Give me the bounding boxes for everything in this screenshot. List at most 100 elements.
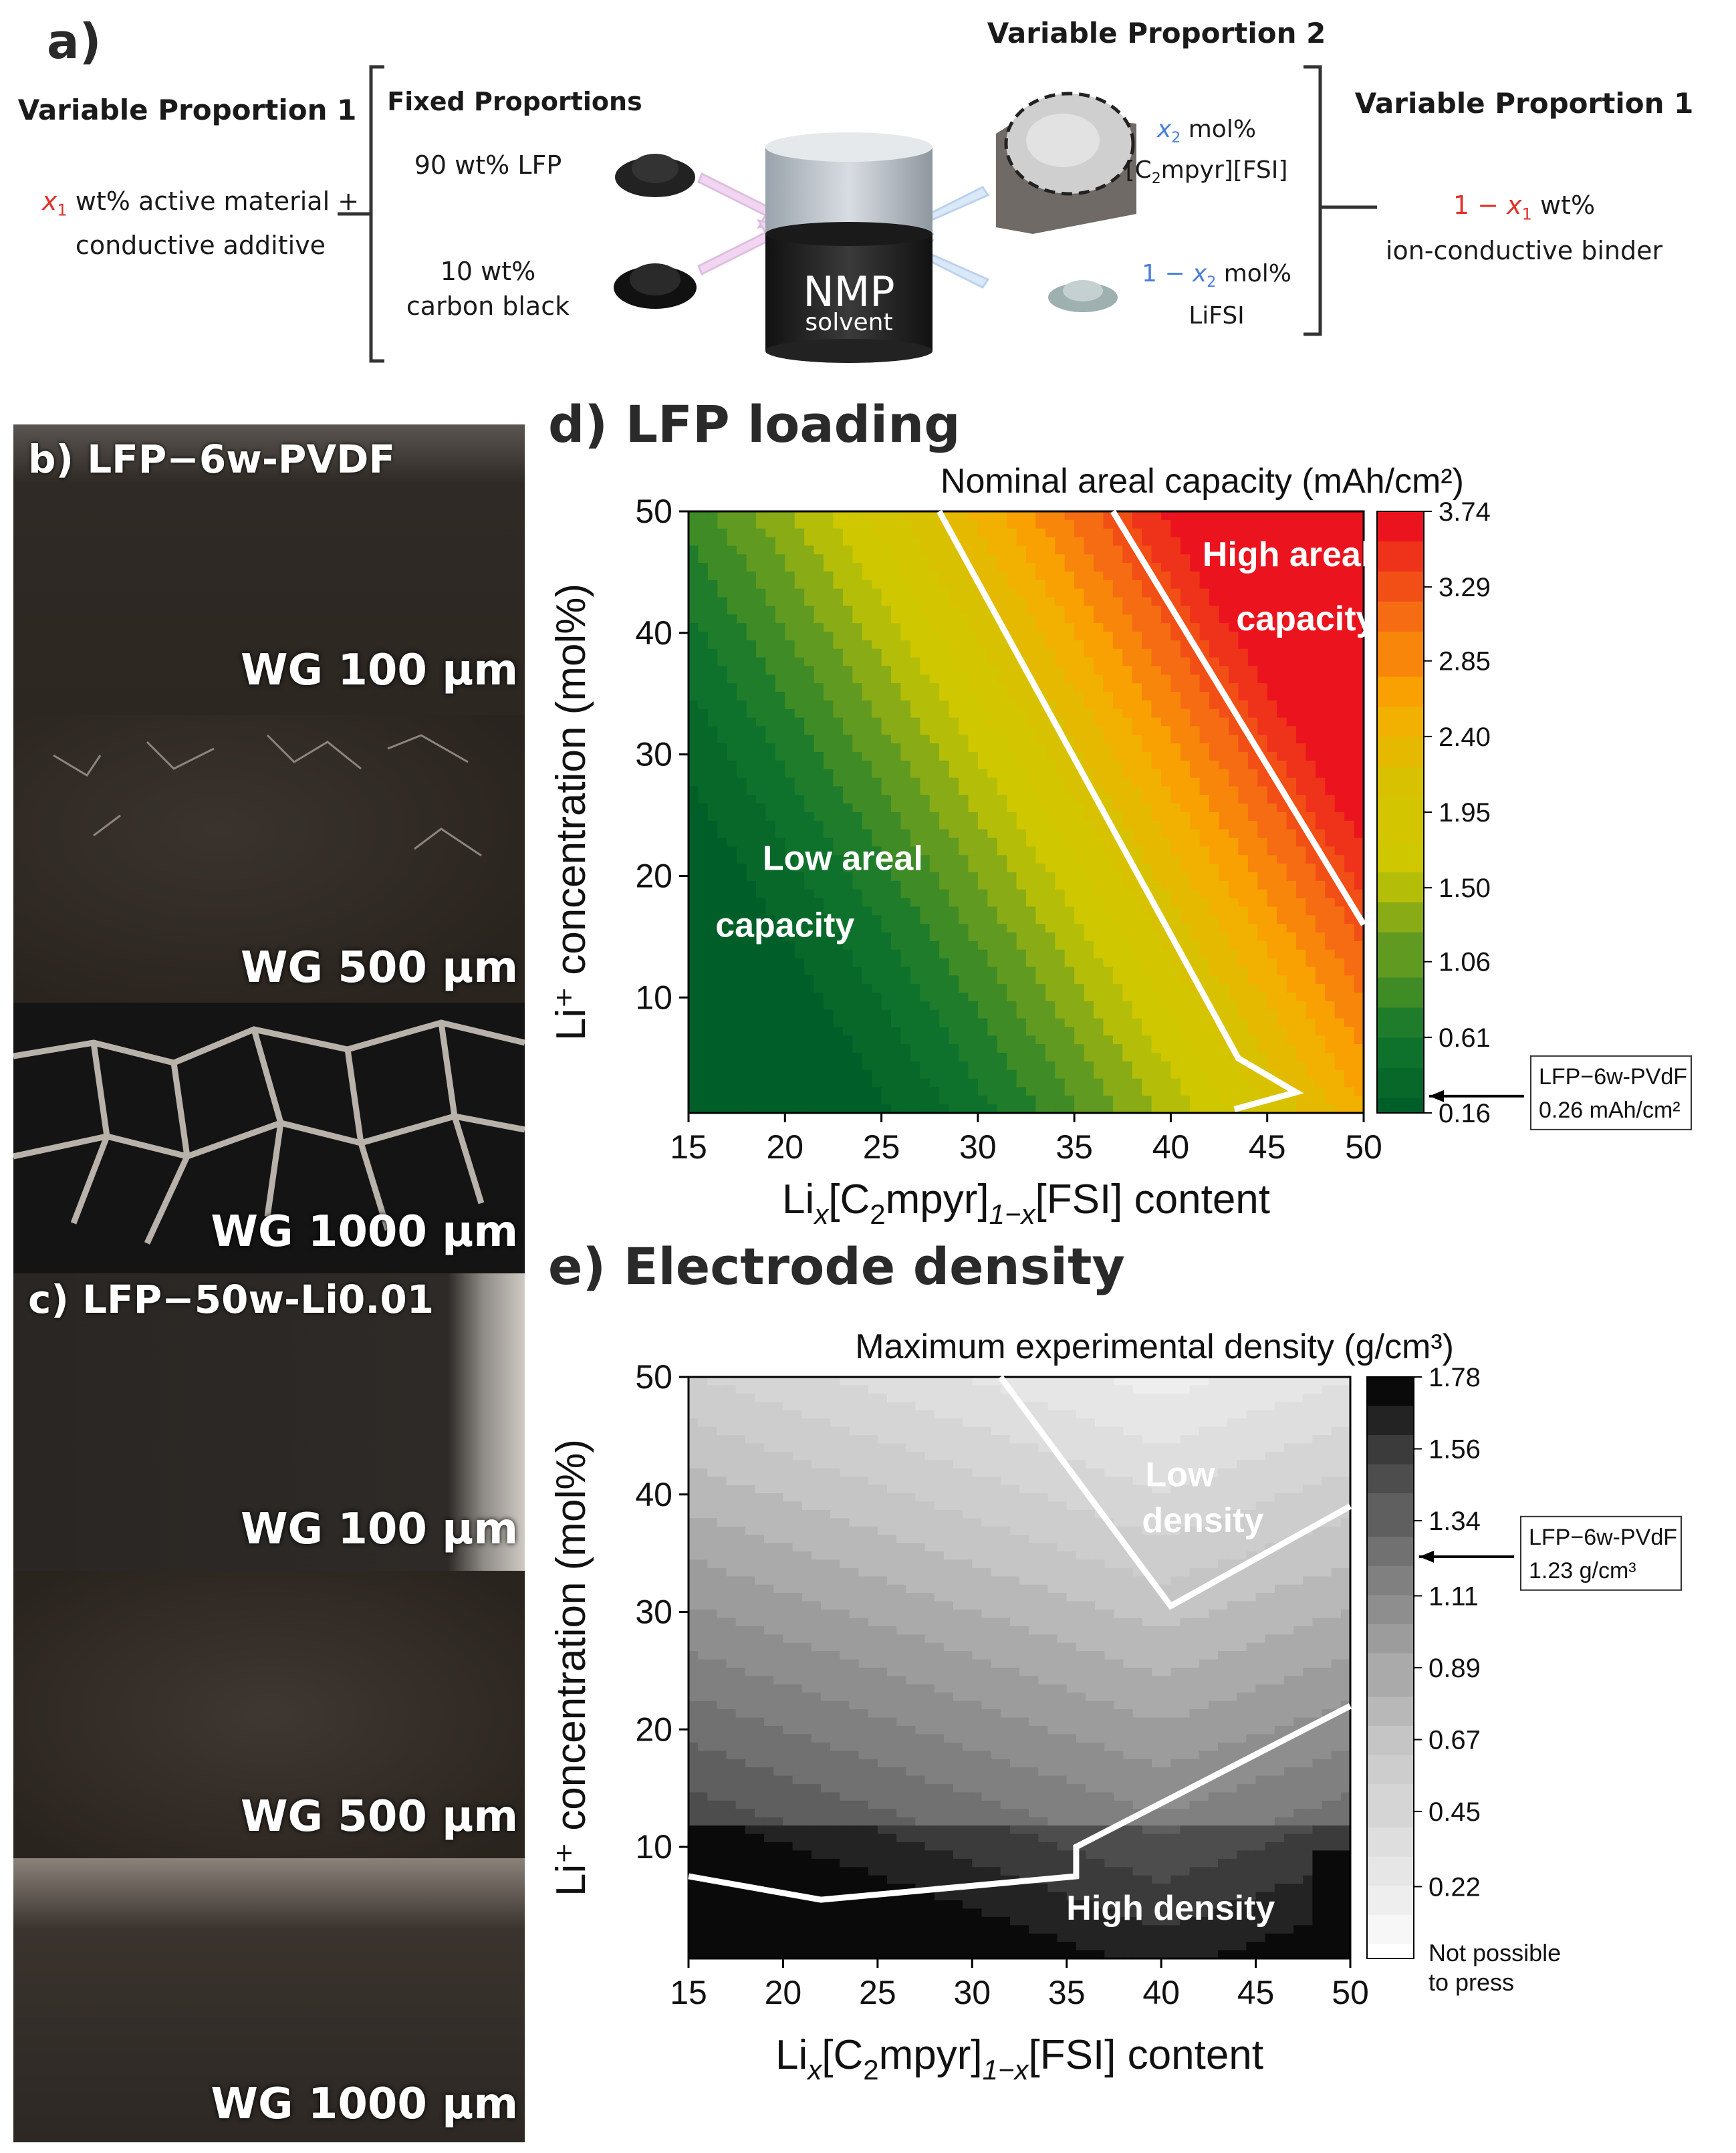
heatmap-cell [891, 674, 902, 684]
heatmap-cell [852, 1078, 863, 1088]
heatmap-cell [756, 606, 767, 616]
heatmap-cell [707, 889, 719, 899]
heatmap-cell [1306, 717, 1316, 727]
heatmap-cell [929, 993, 940, 1002]
heatmap-cell [824, 889, 834, 899]
heatmap-cell [1247, 700, 1259, 710]
heatmap-cell [1344, 1001, 1355, 1011]
heatmap-cell [1026, 820, 1037, 830]
heatmap-cell [1267, 975, 1277, 985]
heatmap-cell [833, 648, 844, 658]
heatmap-cell [977, 777, 989, 787]
heatmap-cell [872, 838, 882, 848]
heatmap-cell [1122, 1035, 1133, 1045]
heatmap-cell [1354, 846, 1364, 856]
heatmap-cell [1286, 838, 1297, 848]
heatmap-cell [1170, 554, 1181, 563]
heatmap-cell [785, 795, 795, 804]
heatmap-cell [1334, 537, 1345, 547]
heatmap-cell [1190, 614, 1201, 624]
heatmap-cell [1074, 588, 1085, 598]
variable-proportion-2-title: Variable Proportion 2 [987, 17, 1326, 49]
heatmap-cell [910, 984, 921, 993]
heatmap-cell [1007, 829, 1017, 839]
heatmap-cell [1074, 1053, 1085, 1062]
heatmap-cell [775, 528, 786, 538]
heatmap-cell [689, 700, 699, 710]
heatmap-cell [727, 614, 737, 624]
heatmap-cell [891, 743, 902, 753]
heatmap-cell [1199, 760, 1210, 770]
heatmap-cell [698, 1104, 709, 1114]
heatmap-cell [785, 683, 795, 692]
heatmap-cell [1180, 563, 1191, 572]
heatmap-cell [881, 846, 892, 856]
heatmap-cell [756, 666, 767, 676]
heatmap-cell [939, 700, 950, 710]
heatmap-cell [910, 717, 921, 727]
heatmap-cell [804, 572, 815, 581]
heatmap-cell [1112, 709, 1124, 719]
heatmap-cell [900, 949, 911, 959]
heatmap-cell [1277, 717, 1287, 727]
heatmap-cell [1103, 1087, 1114, 1097]
heatmap-cell [1344, 735, 1355, 744]
heatmap-cell [959, 657, 969, 667]
heatmap-cell [852, 563, 863, 572]
heatmap-cell [881, 545, 892, 555]
heatmap-cell [1007, 906, 1017, 916]
heatmap-cell [910, 674, 921, 684]
heatmap-cell [862, 958, 872, 968]
heatmap-cell [727, 795, 737, 804]
heatmap-cell [1035, 640, 1046, 650]
heatmap-cell [746, 1001, 757, 1011]
heatmap-cell [1094, 1069, 1104, 1080]
heatmap-cell [891, 786, 902, 796]
heatmap-cell [1112, 623, 1124, 632]
heatmap-cell [852, 820, 863, 830]
heatmap-cell [1344, 623, 1355, 632]
heatmap-cell [1219, 864, 1229, 873]
heatmap-cell [1132, 666, 1142, 676]
heatmap-cell [814, 674, 824, 684]
heatmap-cell [1190, 803, 1201, 813]
heatmap-cell [872, 993, 882, 1002]
heatmap-cell [824, 614, 834, 624]
heatmap-cell [785, 606, 795, 616]
heatmap-cell [1247, 1044, 1259, 1053]
photo-b-wg100: b) LFP−6w-PVDF WG 100 μm [13, 424, 525, 715]
heatmap-cell [804, 1053, 815, 1062]
heatmap-cell [1286, 1069, 1297, 1080]
heatmap-cell [1325, 838, 1336, 848]
heatmap-cell [1055, 674, 1066, 684]
heatmap-cell [775, 545, 786, 555]
heatmap-cell [872, 614, 882, 624]
heatmap-cell [1026, 614, 1037, 624]
heatmap-cell [1045, 993, 1056, 1002]
heatmap-cell [862, 1035, 872, 1045]
heatmap-cell [698, 572, 709, 581]
heatmap-cell [1094, 872, 1104, 882]
heatmap-cell [698, 803, 709, 813]
heatmap-cell [1094, 760, 1104, 770]
heatmap-cell [833, 993, 844, 1002]
heatmap-cell [794, 511, 805, 521]
heatmap-cell [900, 1087, 911, 1097]
heatmap-cell [1161, 580, 1172, 590]
heatmap-cell [910, 906, 921, 916]
heatmap-cell [977, 1061, 989, 1071]
heatmap-cell [1286, 528, 1297, 538]
heatmap-cell [717, 511, 728, 521]
heatmap-cell [707, 975, 719, 985]
heatmap-cell [997, 692, 1007, 701]
heatmap-cell [794, 993, 805, 1002]
heatmap-cell [1026, 769, 1037, 779]
heatmap-cell [746, 880, 757, 890]
heatmap-cell [833, 743, 844, 753]
heatmap-cell [1055, 511, 1066, 521]
heatmap-cell [1074, 795, 1085, 804]
heatmap-cell [862, 640, 872, 650]
heatmap-cell [1103, 1104, 1114, 1114]
heatmap-cell [1199, 777, 1210, 787]
heatmap-cell [1334, 511, 1345, 521]
